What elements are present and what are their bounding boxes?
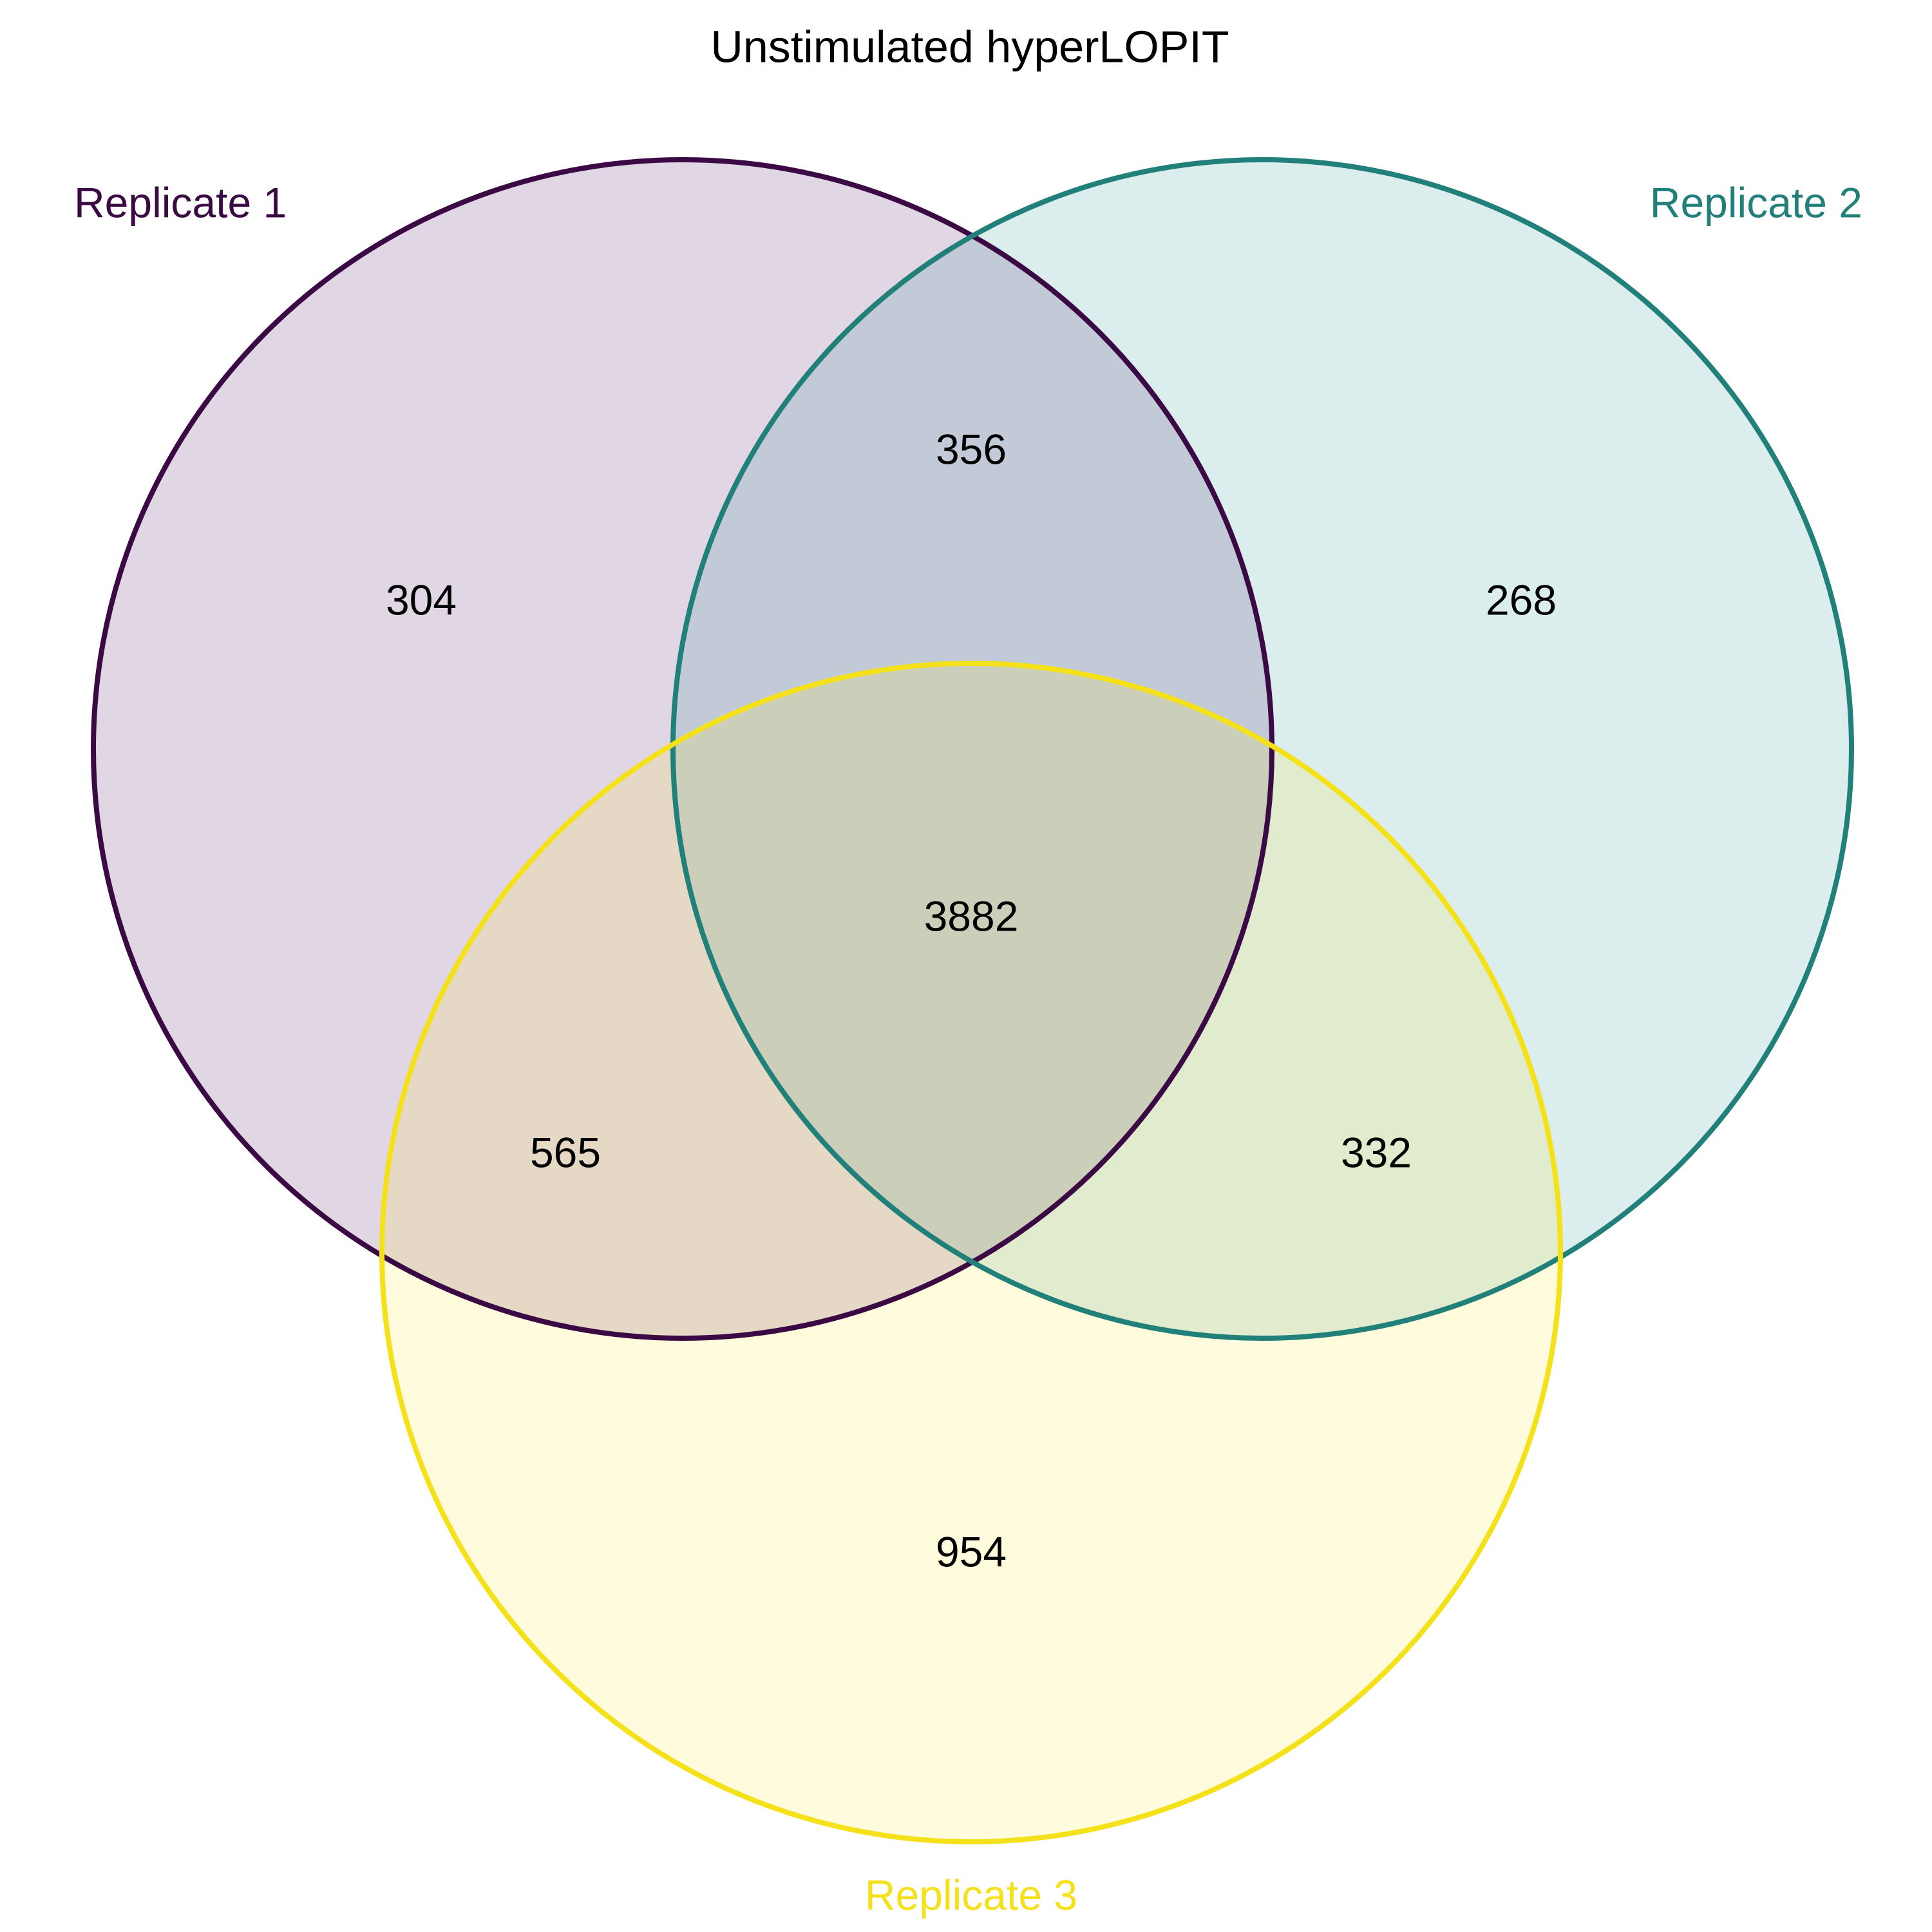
count-only-replicate-2: 268: [1486, 576, 1557, 623]
count-only-replicate-1: 304: [386, 576, 457, 623]
count-replicate-1-2: 356: [936, 425, 1007, 473]
count-replicate-2-3: 332: [1341, 1128, 1412, 1176]
set-3-label: Replicate 3: [865, 1871, 1077, 1918]
set-2-label: Replicate 2: [1650, 178, 1862, 226]
count-replicate-1-3: 565: [530, 1128, 601, 1176]
set-1-circle-fill: [93, 160, 1272, 1338]
count-all-replicates: 3882: [924, 892, 1019, 940]
count-only-replicate-3: 954: [936, 1528, 1007, 1575]
set-3-circle-outline: [379, 661, 1563, 1844]
set-3-circle-fill: [382, 663, 1560, 1842]
set-1-circle-outline: [91, 157, 1274, 1341]
diagram-title: Unstimulated hyperLOPIT: [710, 21, 1229, 71]
set-2-circle-fill: [673, 160, 1852, 1338]
set-1-label: Replicate 1: [74, 178, 287, 226]
set-2-circle-outline: [670, 157, 1854, 1341]
